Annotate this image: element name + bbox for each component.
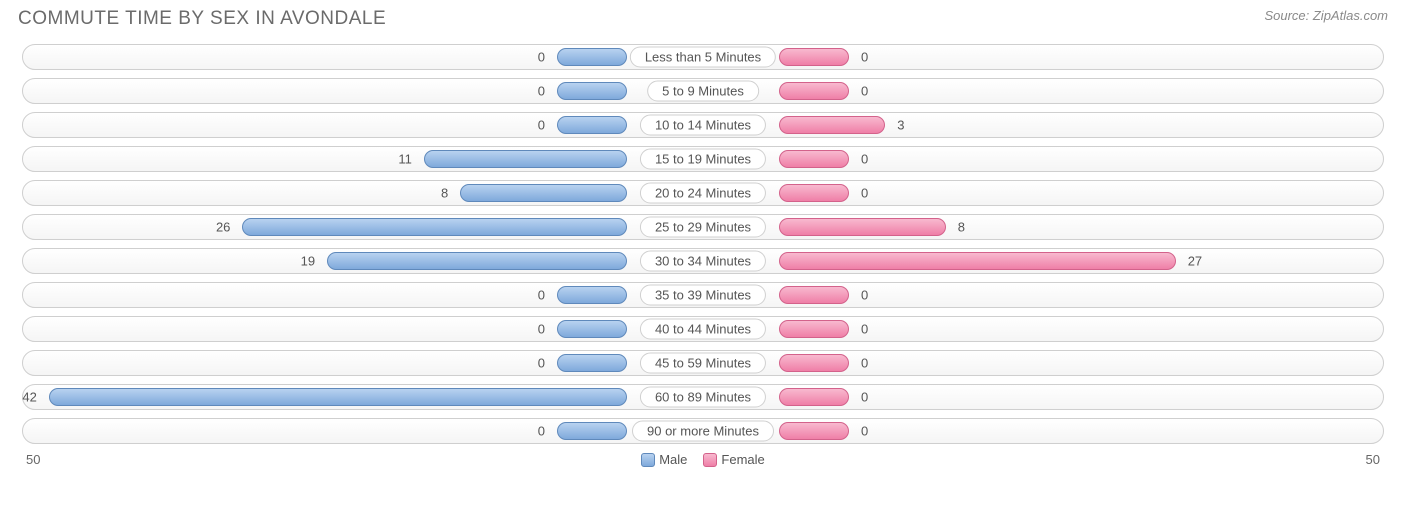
- category-label: 20 to 24 Minutes: [640, 183, 766, 204]
- axis-right-max: 50: [1366, 452, 1380, 467]
- bar-row: 0 0 40 to 44 Minutes: [22, 316, 1384, 342]
- source-attribution: Source: ZipAtlas.com: [1264, 8, 1388, 23]
- male-value: 19: [301, 254, 315, 269]
- male-bar: [424, 150, 627, 168]
- female-bar: [779, 286, 849, 304]
- legend-male-label: Male: [659, 452, 687, 467]
- male-bar: [557, 116, 627, 134]
- legend-female-label: Female: [721, 452, 764, 467]
- chart-area: 0 0 Less than 5 Minutes 0 0 5 to 9 Minutes 0 3 1…: [12, 44, 1394, 444]
- male-bar: [557, 320, 627, 338]
- male-value: 0: [538, 50, 545, 65]
- category-label: 40 to 44 Minutes: [640, 319, 766, 340]
- chart-container: COMMUTE TIME BY SEX IN AVONDALE Source: …: [0, 0, 1406, 523]
- male-value: 0: [538, 356, 545, 371]
- category-label: 10 to 14 Minutes: [640, 115, 766, 136]
- axis-row: 50 Male Female 50: [12, 452, 1394, 467]
- male-value: 0: [538, 288, 545, 303]
- female-value: 0: [861, 84, 868, 99]
- category-label: 35 to 39 Minutes: [640, 285, 766, 306]
- male-bar: [242, 218, 627, 236]
- bar-row: 0 0 35 to 39 Minutes: [22, 282, 1384, 308]
- male-value: 42: [22, 390, 36, 405]
- female-value: 8: [958, 220, 965, 235]
- category-label: 90 or more Minutes: [632, 421, 774, 442]
- bar-row: 0 0 45 to 59 Minutes: [22, 350, 1384, 376]
- male-bar: [49, 388, 627, 406]
- male-value: 0: [538, 118, 545, 133]
- male-value: 8: [441, 186, 448, 201]
- bar-row: 11 0 15 to 19 Minutes: [22, 146, 1384, 172]
- male-bar: [557, 354, 627, 372]
- male-bar: [557, 286, 627, 304]
- bar-row: 0 3 10 to 14 Minutes: [22, 112, 1384, 138]
- male-swatch-icon: [641, 453, 655, 467]
- female-value: 27: [1188, 254, 1202, 269]
- female-bar: [779, 422, 849, 440]
- male-bar: [557, 422, 627, 440]
- female-bar: [779, 48, 849, 66]
- female-value: 0: [861, 186, 868, 201]
- category-label: 5 to 9 Minutes: [647, 81, 759, 102]
- bar-row: 0 0 Less than 5 Minutes: [22, 44, 1384, 70]
- chart-title: COMMUTE TIME BY SEX IN AVONDALE: [18, 8, 386, 30]
- male-bar: [557, 48, 627, 66]
- male-bar: [327, 252, 627, 270]
- legend-item-male: Male: [641, 452, 687, 467]
- male-bar: [557, 82, 627, 100]
- category-label: 15 to 19 Minutes: [640, 149, 766, 170]
- female-value: 0: [861, 288, 868, 303]
- female-value: 0: [861, 390, 868, 405]
- female-value: 0: [861, 356, 868, 371]
- female-bar: [779, 218, 946, 236]
- female-bar: [779, 116, 885, 134]
- female-value: 0: [861, 50, 868, 65]
- male-value: 0: [538, 322, 545, 337]
- female-swatch-icon: [703, 453, 717, 467]
- female-bar: [779, 150, 849, 168]
- female-bar: [779, 388, 849, 406]
- category-label: Less than 5 Minutes: [630, 47, 776, 68]
- bar-row: 8 0 20 to 24 Minutes: [22, 180, 1384, 206]
- bar-row: 42 0 60 to 89 Minutes: [22, 384, 1384, 410]
- category-label: 25 to 29 Minutes: [640, 217, 766, 238]
- female-bar: [779, 184, 849, 202]
- male-value: 0: [538, 84, 545, 99]
- male-bar: [460, 184, 627, 202]
- bar-row: 19 27 30 to 34 Minutes: [22, 248, 1384, 274]
- axis-left-max: 50: [26, 452, 40, 467]
- bar-row: 0 0 90 or more Minutes: [22, 418, 1384, 444]
- female-bar: [779, 354, 849, 372]
- male-value: 11: [398, 152, 412, 167]
- female-bar: [779, 82, 849, 100]
- legend: Male Female: [641, 452, 765, 467]
- category-label: 30 to 34 Minutes: [640, 251, 766, 272]
- female-bar: [779, 252, 1176, 270]
- bar-row: 26 8 25 to 29 Minutes: [22, 214, 1384, 240]
- category-label: 60 to 89 Minutes: [640, 387, 766, 408]
- female-bar: [779, 320, 849, 338]
- category-label: 45 to 59 Minutes: [640, 353, 766, 374]
- female-value: 0: [861, 424, 868, 439]
- female-value: 0: [861, 322, 868, 337]
- female-value: 0: [861, 152, 868, 167]
- header: COMMUTE TIME BY SEX IN AVONDALE Source: …: [12, 8, 1394, 30]
- female-value: 3: [897, 118, 904, 133]
- male-value: 26: [216, 220, 230, 235]
- legend-item-female: Female: [703, 452, 764, 467]
- male-value: 0: [538, 424, 545, 439]
- bar-row: 0 0 5 to 9 Minutes: [22, 78, 1384, 104]
